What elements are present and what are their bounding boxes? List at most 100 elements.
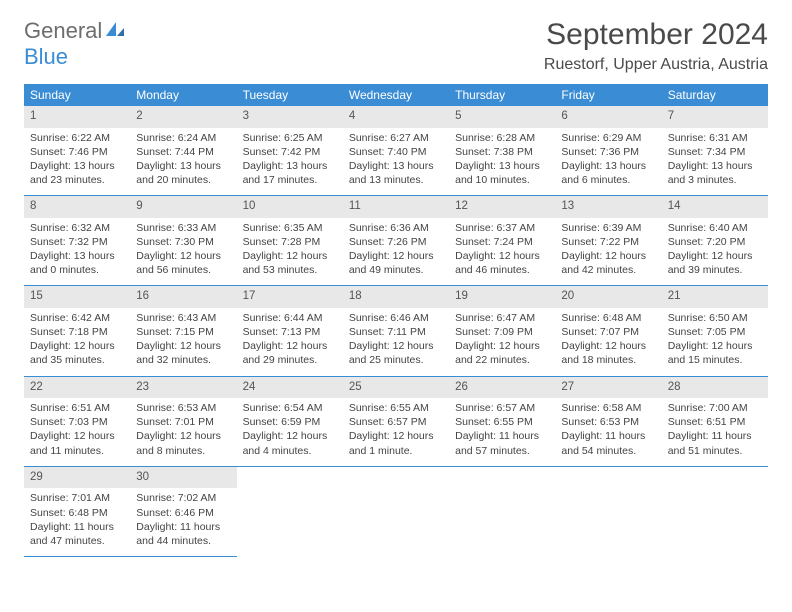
sunrise-text: Sunrise: 6:46 AM <box>349 311 443 325</box>
day-number: 14 <box>662 196 768 218</box>
daylight-line2: and 25 minutes. <box>349 353 443 367</box>
sunrise-text: Sunrise: 7:02 AM <box>136 491 230 505</box>
day-number: 9 <box>130 196 236 218</box>
daylight-line2: and 32 minutes. <box>136 353 230 367</box>
sunrise-text: Sunrise: 6:43 AM <box>136 311 230 325</box>
sunrise-text: Sunrise: 6:32 AM <box>30 221 124 235</box>
day-detail: Sunrise: 6:36 AMSunset: 7:26 PMDaylight:… <box>343 218 449 286</box>
day-detail: Sunrise: 6:40 AMSunset: 7:20 PMDaylight:… <box>662 218 768 286</box>
day-number: 29 <box>24 466 130 488</box>
daylight-line2: and 10 minutes. <box>455 173 549 187</box>
sunset-text: Sunset: 7:42 PM <box>243 145 337 159</box>
sunset-text: Sunset: 7:03 PM <box>30 415 124 429</box>
day-number <box>662 466 768 488</box>
day-detail: Sunrise: 6:42 AMSunset: 7:18 PMDaylight:… <box>24 308 130 376</box>
daylight-line1: Daylight: 13 hours <box>349 159 443 173</box>
daylight-line2: and 22 minutes. <box>455 353 549 367</box>
day-number: 6 <box>555 106 661 128</box>
daylight-line1: Daylight: 12 hours <box>243 249 337 263</box>
day-detail: Sunrise: 6:33 AMSunset: 7:30 PMDaylight:… <box>130 218 236 286</box>
daylight-line1: Daylight: 13 hours <box>243 159 337 173</box>
weekday-header: Wednesday <box>343 84 449 106</box>
day-number: 3 <box>237 106 343 128</box>
day-detail: Sunrise: 6:51 AMSunset: 7:03 PMDaylight:… <box>24 398 130 466</box>
daylight-line2: and 57 minutes. <box>455 444 549 458</box>
weekday-header-row: Sunday Monday Tuesday Wednesday Thursday… <box>24 84 768 106</box>
daynum-row: 1234567 <box>24 106 768 128</box>
daylight-line1: Daylight: 12 hours <box>243 429 337 443</box>
weekday-header: Saturday <box>662 84 768 106</box>
daylight-line2: and 39 minutes. <box>668 263 762 277</box>
daylight-line2: and 4 minutes. <box>243 444 337 458</box>
sunset-text: Sunset: 7:11 PM <box>349 325 443 339</box>
daylight-line2: and 56 minutes. <box>136 263 230 277</box>
sunrise-text: Sunrise: 7:00 AM <box>668 401 762 415</box>
day-number: 22 <box>24 376 130 398</box>
daylight-line2: and 54 minutes. <box>561 444 655 458</box>
daylight-line2: and 6 minutes. <box>561 173 655 187</box>
daylight-line1: Daylight: 12 hours <box>136 429 230 443</box>
day-detail: Sunrise: 6:32 AMSunset: 7:32 PMDaylight:… <box>24 218 130 286</box>
sunrise-text: Sunrise: 6:33 AM <box>136 221 230 235</box>
day-detail: Sunrise: 6:54 AMSunset: 6:59 PMDaylight:… <box>237 398 343 466</box>
day-number: 10 <box>237 196 343 218</box>
day-detail: Sunrise: 7:02 AMSunset: 6:46 PMDaylight:… <box>130 488 236 556</box>
daylight-line2: and 42 minutes. <box>561 263 655 277</box>
sunrise-text: Sunrise: 6:51 AM <box>30 401 124 415</box>
sunset-text: Sunset: 7:13 PM <box>243 325 337 339</box>
day-number: 27 <box>555 376 661 398</box>
sunset-text: Sunset: 7:30 PM <box>136 235 230 249</box>
sunrise-text: Sunrise: 6:54 AM <box>243 401 337 415</box>
daylight-line1: Daylight: 12 hours <box>668 249 762 263</box>
day-detail: Sunrise: 6:47 AMSunset: 7:09 PMDaylight:… <box>449 308 555 376</box>
day-number: 8 <box>24 196 130 218</box>
day-number: 7 <box>662 106 768 128</box>
daylight-line2: and 29 minutes. <box>243 353 337 367</box>
logo-sail-icon <box>104 20 126 43</box>
sunrise-text: Sunrise: 6:58 AM <box>561 401 655 415</box>
sunset-text: Sunset: 7:09 PM <box>455 325 549 339</box>
day-detail: Sunrise: 6:53 AMSunset: 7:01 PMDaylight:… <box>130 398 236 466</box>
day-detail: Sunrise: 7:01 AMSunset: 6:48 PMDaylight:… <box>24 488 130 556</box>
day-number: 16 <box>130 286 236 308</box>
day-detail: Sunrise: 6:46 AMSunset: 7:11 PMDaylight:… <box>343 308 449 376</box>
sunset-text: Sunset: 6:55 PM <box>455 415 549 429</box>
detail-row: Sunrise: 7:01 AMSunset: 6:48 PMDaylight:… <box>24 488 768 556</box>
day-detail: Sunrise: 6:55 AMSunset: 6:57 PMDaylight:… <box>343 398 449 466</box>
day-number: 26 <box>449 376 555 398</box>
day-number: 17 <box>237 286 343 308</box>
daylight-line1: Daylight: 13 hours <box>30 249 124 263</box>
day-number: 25 <box>343 376 449 398</box>
day-detail: Sunrise: 6:29 AMSunset: 7:36 PMDaylight:… <box>555 128 661 196</box>
daylight-line1: Daylight: 12 hours <box>243 339 337 353</box>
sunset-text: Sunset: 6:53 PM <box>561 415 655 429</box>
sunrise-text: Sunrise: 6:25 AM <box>243 131 337 145</box>
day-detail: Sunrise: 6:27 AMSunset: 7:40 PMDaylight:… <box>343 128 449 196</box>
daylight-line1: Daylight: 12 hours <box>668 339 762 353</box>
day-detail: Sunrise: 6:31 AMSunset: 7:34 PMDaylight:… <box>662 128 768 196</box>
day-detail: Sunrise: 6:58 AMSunset: 6:53 PMDaylight:… <box>555 398 661 466</box>
sunrise-text: Sunrise: 6:35 AM <box>243 221 337 235</box>
title-block: September 2024 Ruestorf, Upper Austria, … <box>544 18 768 74</box>
daylight-line1: Daylight: 12 hours <box>349 429 443 443</box>
day-number: 5 <box>449 106 555 128</box>
daylight-line1: Daylight: 12 hours <box>561 249 655 263</box>
sunset-text: Sunset: 7:34 PM <box>668 145 762 159</box>
day-detail: Sunrise: 6:35 AMSunset: 7:28 PMDaylight:… <box>237 218 343 286</box>
sunset-text: Sunset: 7:15 PM <box>136 325 230 339</box>
location-label: Ruestorf, Upper Austria, Austria <box>544 56 768 74</box>
day-detail <box>449 488 555 556</box>
sunset-text: Sunset: 6:51 PM <box>668 415 762 429</box>
daylight-line2: and 11 minutes. <box>30 444 124 458</box>
weekday-header: Monday <box>130 84 236 106</box>
sunrise-text: Sunrise: 6:27 AM <box>349 131 443 145</box>
day-number <box>555 466 661 488</box>
day-number: 4 <box>343 106 449 128</box>
daylight-line2: and 18 minutes. <box>561 353 655 367</box>
sunrise-text: Sunrise: 6:44 AM <box>243 311 337 325</box>
daylight-line1: Daylight: 12 hours <box>30 429 124 443</box>
daylight-line2: and 0 minutes. <box>30 263 124 277</box>
day-detail <box>555 488 661 556</box>
day-detail: Sunrise: 6:48 AMSunset: 7:07 PMDaylight:… <box>555 308 661 376</box>
day-number: 30 <box>130 466 236 488</box>
